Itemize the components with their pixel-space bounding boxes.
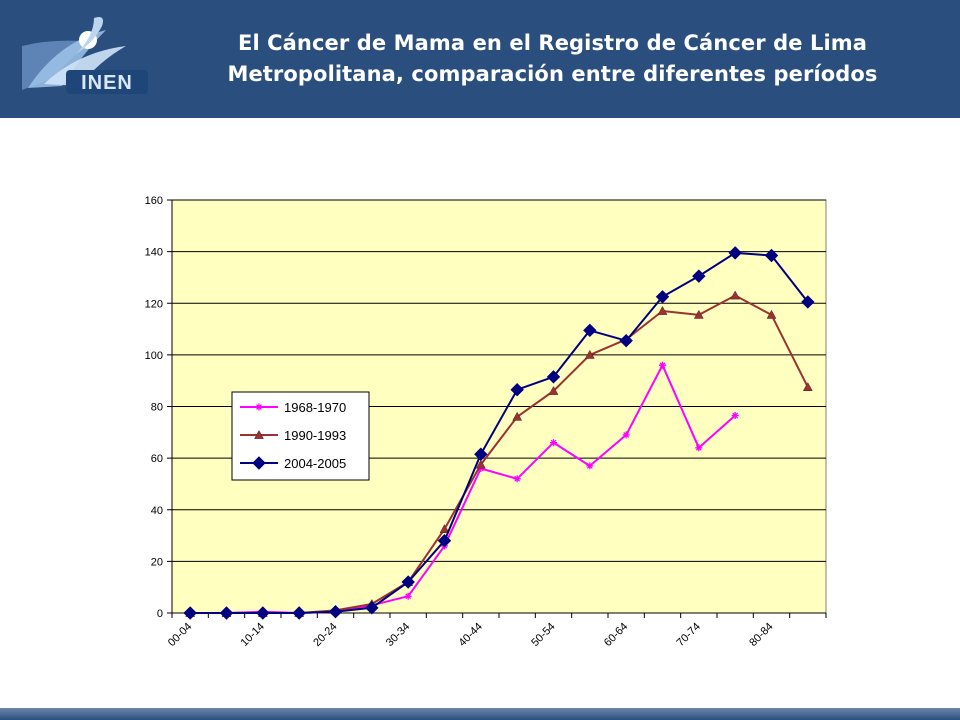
data-point [546, 370, 561, 384]
data-point [437, 534, 452, 548]
data-point [475, 459, 486, 469]
x-tick-label: 60-64 [602, 621, 630, 649]
data-point [693, 309, 704, 319]
y-tick-label: 160 [145, 195, 163, 207]
data-point [659, 361, 666, 369]
data-point [548, 385, 559, 395]
y-tick-label: 100 [145, 350, 163, 362]
y-tick-label: 60 [151, 453, 163, 465]
y-tick-label: 140 [145, 247, 163, 259]
data-point [512, 411, 523, 421]
data-point [801, 295, 815, 309]
legend-label: 1968-1970 [284, 400, 346, 415]
data-point [766, 309, 777, 319]
data-point [584, 349, 595, 359]
data-point [404, 592, 412, 600]
footer-bar [0, 708, 960, 720]
x-tick-label: 80-84 [747, 621, 775, 649]
title-line-1: El Cáncer de Mama en el Registro de Cánc… [238, 31, 867, 55]
data-point [802, 382, 813, 391]
legend: 1968-1970 1990-1993 2004-2005 [231, 391, 370, 481]
data-point [728, 246, 742, 260]
data-point [256, 606, 270, 620]
inen-logo: INEN [14, 12, 154, 100]
data-point [730, 290, 741, 300]
data-point [292, 606, 306, 620]
logo-text: INEN [81, 72, 133, 94]
data-point [731, 412, 739, 420]
series-group [183, 246, 815, 620]
data-point [657, 305, 668, 315]
y-tick-label: 0 [157, 608, 163, 620]
y-tick-label: 120 [145, 298, 163, 310]
title-line-2: Metropolitana, comparación entre diferen… [227, 62, 878, 86]
data-point [692, 269, 706, 283]
y-tick-label: 20 [151, 556, 163, 568]
page-title: El Cáncer de Mama en el Registro de Cánc… [160, 28, 945, 90]
x-tick-label: 30-34 [384, 621, 412, 649]
x-tick-label: 20-24 [311, 621, 339, 649]
y-tick-label: 80 [151, 402, 163, 414]
x-tick-label: 00-04 [166, 621, 194, 649]
data-point [219, 606, 234, 620]
data-point [586, 462, 594, 470]
header-banner: INEN El Cáncer de Mama en el Registro de… [0, 0, 960, 118]
data-point [622, 431, 630, 439]
data-point [401, 575, 415, 589]
data-point [583, 323, 597, 338]
data-point [619, 333, 633, 348]
legend-label: 1990-1993 [284, 428, 346, 443]
data-point [510, 383, 524, 397]
legend-marker [255, 403, 263, 411]
x-tick-label: 50-54 [529, 621, 557, 649]
data-point [550, 439, 557, 447]
x-tick-label: 40-44 [457, 621, 485, 649]
data-point [328, 605, 343, 619]
data-point [365, 601, 379, 615]
data-point [477, 464, 485, 472]
data-point [655, 290, 670, 304]
data-point [764, 248, 779, 263]
legend-marker [252, 456, 266, 470]
x-tick-label: 10-14 [239, 621, 267, 649]
data-point [474, 447, 488, 461]
data-point [439, 524, 450, 533]
legend-marker [254, 429, 264, 439]
series-2004-2005 [183, 246, 815, 620]
data-point [183, 606, 197, 620]
data-point [695, 444, 703, 452]
data-point [513, 475, 521, 483]
legend-label: 2004-2005 [284, 456, 346, 471]
y-tick-label: 40 [151, 505, 163, 517]
x-tick-label: 70-74 [675, 621, 703, 649]
